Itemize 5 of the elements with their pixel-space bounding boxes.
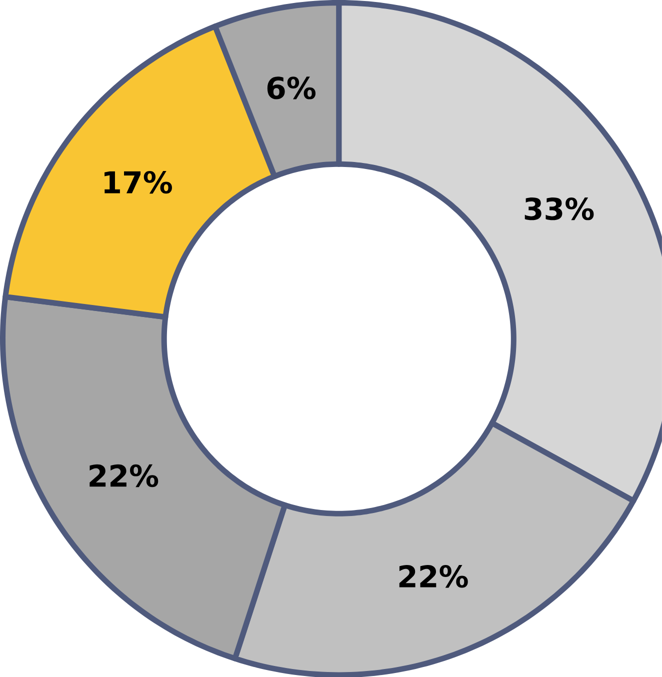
data-label: 6% [267, 76, 316, 100]
data-label: 22% [399, 565, 468, 588]
data-label: 17% [104, 170, 172, 194]
data-label: 33% [524, 197, 594, 220]
data-label: 22% [90, 464, 158, 488]
